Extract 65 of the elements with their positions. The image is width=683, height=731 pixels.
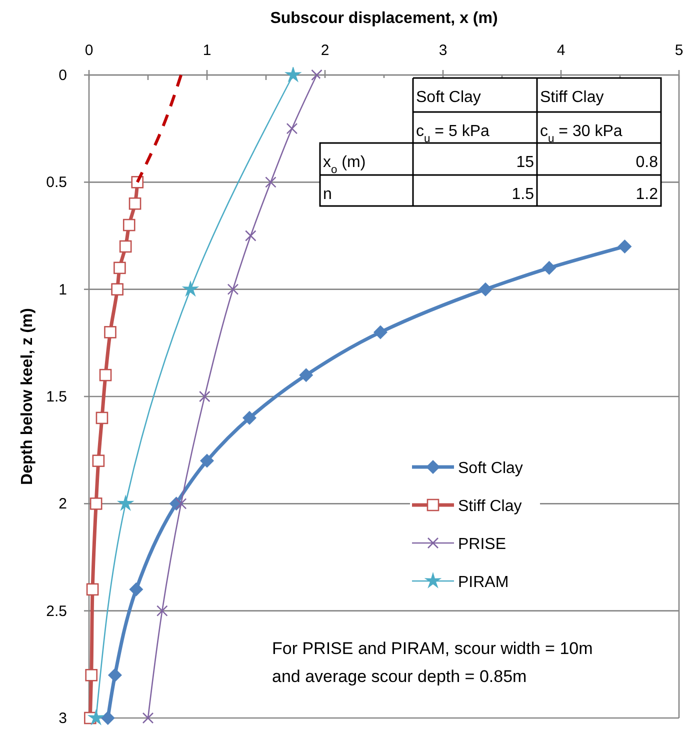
point (242, 410, 256, 425)
point (198, 390, 210, 402)
point (118, 496, 133, 510)
point (86, 583, 99, 596)
point (122, 218, 136, 232)
point (200, 454, 214, 468)
point (108, 668, 122, 682)
point (227, 284, 239, 295)
x-tick-label: 0 (84, 42, 94, 59)
annotation: Soft Clay (416, 89, 481, 106)
y-tick-label: 0.5 (46, 174, 67, 192)
point (373, 325, 388, 340)
y-tick-label: 1.5 (46, 388, 67, 406)
y-tick-label: 3 (58, 710, 67, 727)
point (96, 412, 108, 424)
point (286, 67, 300, 82)
point (156, 605, 168, 616)
y-tick-label: 1 (58, 281, 67, 298)
legend-label: PIRAM (458, 574, 509, 591)
annotation: x$_{o}$ (m) (323, 154, 366, 176)
point (119, 240, 132, 253)
point (90, 498, 102, 510)
annotation: c$_{u}$ = 30 kPa (540, 123, 622, 145)
annotation: For PRISE and PIRAM, scour width = 10m and average scour depth = 0.85m (272, 639, 593, 686)
x-tick-label: 3 (438, 42, 448, 59)
point (311, 69, 322, 81)
point (183, 282, 198, 296)
y-tick-label: 0 (58, 67, 67, 84)
point (478, 282, 492, 296)
annotation: 1.5 (512, 186, 534, 203)
point (175, 498, 187, 510)
point (111, 283, 124, 296)
point (99, 368, 112, 382)
point (100, 711, 115, 725)
point (618, 239, 632, 254)
annotation: n (323, 186, 332, 203)
y-tick-label: 2 (58, 496, 67, 513)
x-tick-label: 2 (320, 42, 330, 59)
point (542, 260, 556, 275)
legend-label: PRISE (458, 536, 506, 553)
y-tick-label: 2.5 (46, 602, 67, 620)
x-tick-label: 1 (202, 42, 212, 59)
point (92, 454, 105, 467)
point (114, 262, 126, 274)
point (286, 122, 298, 134)
x-tick-label: 5 (674, 42, 683, 59)
legend-label: Stiff Clay (458, 498, 522, 515)
annotation: c$_{u}$ = 5 kPa (416, 123, 490, 145)
point (128, 197, 142, 210)
point (245, 230, 256, 242)
x-axis-title: Subscour displacement, x (m) (270, 10, 498, 27)
point (265, 176, 276, 188)
y-axis-title: Depth below keel, z (m) (19, 308, 36, 485)
x-tick-label: 4 (556, 42, 566, 59)
point (85, 668, 98, 682)
point (299, 368, 314, 382)
point (129, 582, 144, 596)
annotation: 0.8 (636, 154, 658, 171)
annotation: 1.2 (636, 186, 658, 203)
point (104, 326, 116, 338)
annotation: Stiff Clay (540, 89, 604, 106)
point (88, 710, 104, 724)
annotation: 15 (516, 154, 534, 171)
legend-label: Soft Clay (458, 460, 523, 477)
point (142, 712, 154, 724)
